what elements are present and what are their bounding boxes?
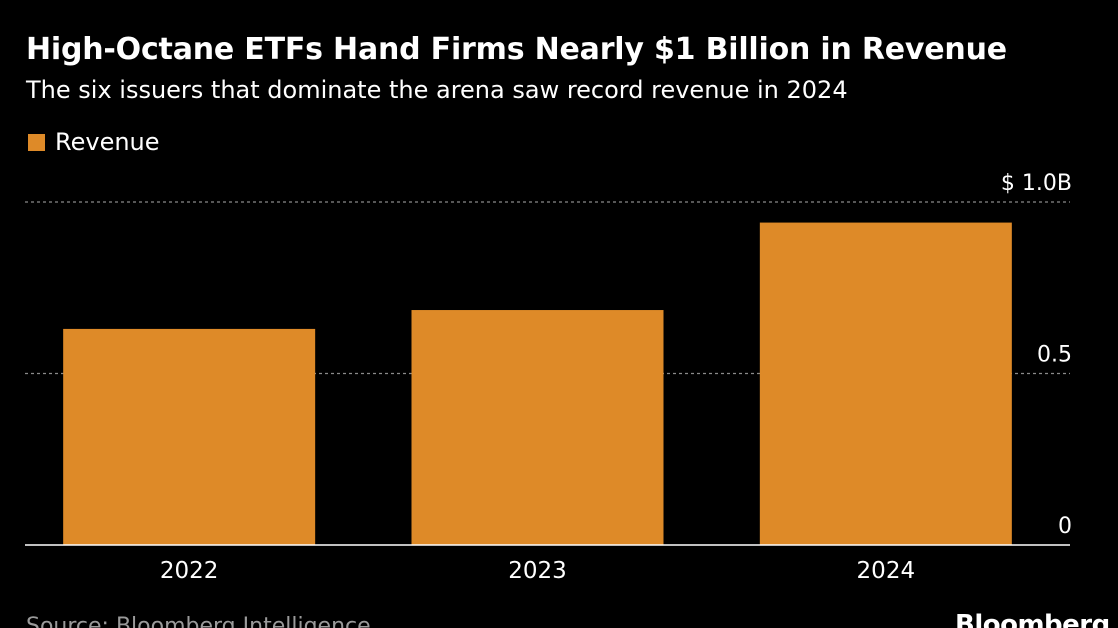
chart-subtitle: The six issuers that dominate the arena … — [26, 76, 848, 104]
bar-2023 — [411, 310, 664, 545]
legend: Revenue — [28, 128, 160, 156]
x-tick-label: 2022 — [160, 558, 219, 584]
y-tick-label: 0.5 — [1037, 343, 1072, 368]
x-tick-label: 2023 — [508, 558, 567, 584]
x-tick-label: 2024 — [857, 558, 916, 584]
chart-title: High-Octane ETFs Hand Firms Nearly $1 Bi… — [26, 32, 1007, 67]
legend-swatch — [28, 133, 45, 151]
bar-2024 — [759, 222, 1012, 545]
legend-label-revenue: Revenue — [55, 128, 160, 156]
bar-2022 — [63, 328, 316, 545]
source-note: Source: Bloomberg Intelligence — [26, 614, 371, 628]
bloomberg-logo: Bloomberg — [955, 610, 1110, 628]
y-tick-label: 0 — [1058, 514, 1072, 539]
y-tick-label: $ 1.0B — [1001, 171, 1072, 196]
